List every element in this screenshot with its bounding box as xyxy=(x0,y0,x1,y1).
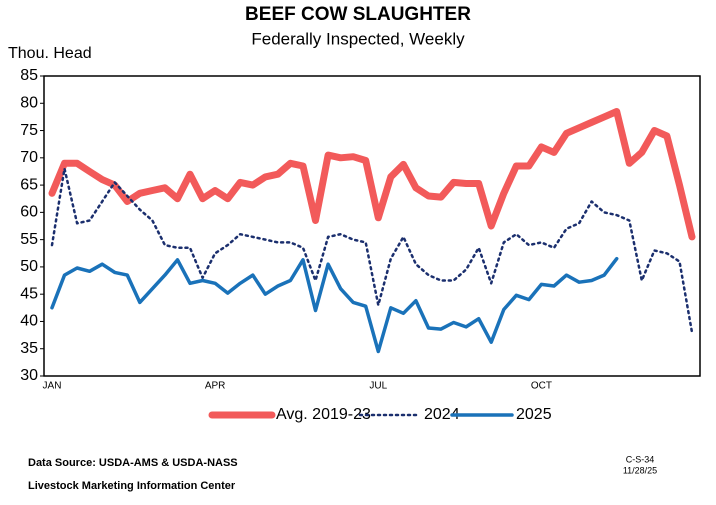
y-tick-label: 75 xyxy=(20,122,38,139)
y-tick-label: 60 xyxy=(20,204,38,221)
y-tick-label: 50 xyxy=(20,258,38,275)
series-line xyxy=(48,108,696,241)
chart-code: C-S-34 xyxy=(626,454,655,464)
y-tick-label: 70 xyxy=(20,149,38,166)
chart-subtitle: Federally Inspected, Weekly xyxy=(251,29,465,48)
chart-date: 11/28/25 xyxy=(623,465,657,475)
source-note: Data Source: USDA-AMS & USDA-NASS xyxy=(28,457,238,469)
y-tick-label: 85 xyxy=(20,67,38,84)
x-tick-label: JAN xyxy=(43,381,62,392)
y-tick-label: 35 xyxy=(20,340,38,357)
legend-label: 2024 xyxy=(424,406,460,423)
y-tick-label: 30 xyxy=(20,367,38,384)
y-tick-label: 80 xyxy=(20,94,38,111)
chart-title: BEEF COW SLAUGHTER xyxy=(245,4,471,25)
y-tick-label: 45 xyxy=(20,285,38,302)
y-tick-label: 55 xyxy=(20,231,38,248)
y-tick-label: 65 xyxy=(20,176,38,193)
series-line xyxy=(50,256,619,354)
legend-label: 2025 xyxy=(516,406,552,423)
x-tick-label: OCT xyxy=(531,381,552,392)
x-tick-label: JUL xyxy=(369,381,387,392)
series-line xyxy=(50,167,694,334)
legend-label: Avg. 2019-23 xyxy=(276,406,371,423)
credit-note: Livestock Marketing Information Center xyxy=(28,480,236,492)
plot-frame xyxy=(43,75,701,377)
x-tick-label: APR xyxy=(205,381,226,392)
y-axis-label: Thou. Head xyxy=(8,45,92,62)
y-tick-label: 40 xyxy=(20,313,38,330)
